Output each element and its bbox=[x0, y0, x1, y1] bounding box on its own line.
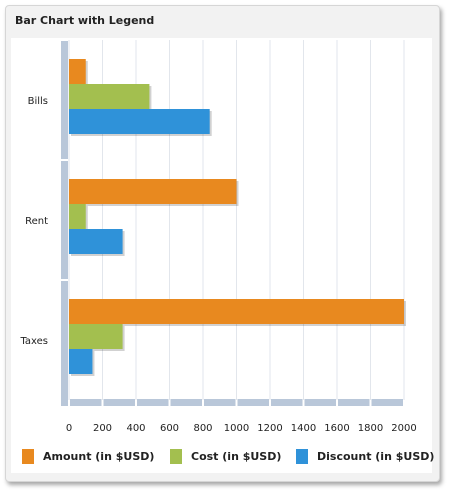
bar-bills-2[interactable] bbox=[69, 109, 210, 134]
legend-label[interactable]: Amount (in $USD) bbox=[43, 450, 154, 463]
legend-swatch[interactable] bbox=[296, 449, 308, 464]
x-axis-segment bbox=[70, 399, 102, 406]
x-tick-label: 200 bbox=[93, 423, 112, 434]
y-tick-label: Bills bbox=[28, 96, 48, 107]
y-axis-segment bbox=[61, 41, 68, 159]
y-tick-label: Taxes bbox=[19, 336, 48, 347]
y-tick-label: Rent bbox=[25, 216, 48, 227]
bar-taxes-1[interactable] bbox=[69, 324, 123, 349]
x-tick-label: 1400 bbox=[291, 423, 316, 434]
chart-title: Bar Chart with Legend bbox=[15, 14, 155, 27]
y-axis-segment bbox=[61, 281, 68, 399]
x-axis-segment bbox=[237, 399, 269, 406]
bar-taxes-2[interactable] bbox=[69, 349, 93, 374]
x-tick-label: 2000 bbox=[391, 423, 416, 434]
legend-swatch[interactable] bbox=[170, 449, 182, 464]
legend-label[interactable]: Cost (in $USD) bbox=[191, 450, 281, 463]
x-tick-label: 400 bbox=[126, 423, 145, 434]
legend-swatch[interactable] bbox=[22, 449, 34, 464]
x-axis-segment bbox=[304, 399, 336, 406]
x-axis-segment bbox=[338, 399, 370, 406]
x-tick-label: 1000 bbox=[224, 423, 249, 434]
x-axis-segment bbox=[204, 399, 236, 406]
legend-label[interactable]: Discount (in $USD) bbox=[317, 450, 434, 463]
x-tick-label: 1200 bbox=[257, 423, 282, 434]
bar-rent-0[interactable] bbox=[69, 179, 237, 204]
bar-rent-2[interactable] bbox=[69, 229, 123, 254]
bar-bills-0[interactable] bbox=[69, 59, 86, 84]
x-axis-segment bbox=[103, 399, 135, 406]
x-tick-label: 1800 bbox=[358, 423, 383, 434]
x-axis-segment bbox=[170, 399, 202, 406]
x-tick-label: 600 bbox=[160, 423, 179, 434]
bar-bills-1[interactable] bbox=[69, 84, 150, 109]
x-axis-segment bbox=[371, 399, 403, 406]
bar-taxes-0[interactable] bbox=[69, 299, 404, 324]
x-tick-label: 0 bbox=[66, 423, 72, 434]
y-axis-segment bbox=[61, 161, 68, 279]
x-axis-segment bbox=[271, 399, 303, 406]
x-tick-label: 800 bbox=[193, 423, 212, 434]
x-axis-segment bbox=[137, 399, 169, 406]
bar-rent-1[interactable] bbox=[69, 204, 86, 229]
x-tick-label: 1600 bbox=[324, 423, 349, 434]
x-axis-corner bbox=[61, 399, 68, 406]
